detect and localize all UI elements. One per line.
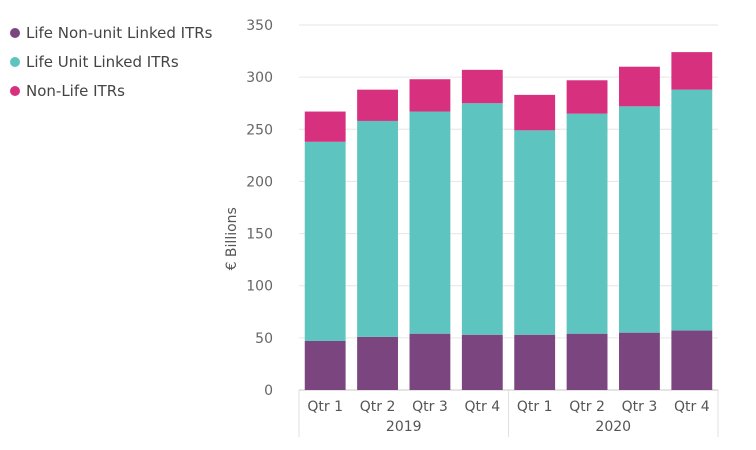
x-tick-label: Qtr 3	[412, 399, 448, 415]
bar-segment-2-2	[357, 120, 398, 337]
bar-segment-3-5	[514, 94, 556, 131]
legend-marker-icon	[10, 27, 20, 38]
y-axis-label: € Billions	[224, 207, 240, 270]
x-tick-label: Qtr 2	[360, 399, 396, 415]
bar-segment-3-3	[409, 79, 451, 112]
bar-segment-2-4	[461, 103, 503, 335]
legend-label: Life Unit Linked ITRs	[26, 52, 179, 71]
y-tick-label: 0	[264, 383, 273, 399]
legend: Life Non-unit Linked ITRs Life Unit Link…	[10, 18, 212, 105]
bar-segment-1-1	[304, 340, 346, 390]
bar-segment-3-4	[461, 69, 503, 104]
legend-item-life-unit-linked[interactable]: Life Unit Linked ITRs	[10, 47, 212, 76]
y-tick-label: 350	[246, 18, 273, 34]
bar-segment-2-5	[514, 130, 556, 335]
x-tick-label: Qtr 4	[465, 399, 501, 415]
x-tick-label: Qtr 1	[517, 399, 553, 415]
y-tick-label: 100	[246, 279, 273, 295]
x-tick-label: Qtr 4	[674, 399, 710, 415]
legend-item-life-non-unit-linked[interactable]: Life Non-unit Linked ITRs	[10, 18, 212, 47]
x-tick-label: Qtr 2	[569, 399, 605, 415]
bar-segment-3-1	[304, 111, 346, 142]
legend-item-non-life[interactable]: Non-Life ITRs	[10, 76, 212, 105]
legend-marker-icon	[10, 85, 20, 96]
x-tick-label: Qtr 3	[622, 399, 658, 415]
bar-segment-2-6	[566, 113, 608, 334]
bar-segment-1-6	[566, 333, 608, 390]
bar-segment-2-8	[671, 89, 713, 331]
bar-segment-3-8	[671, 52, 713, 90]
x-group-label: 2019	[386, 419, 422, 435]
y-tick-label: 300	[246, 70, 273, 86]
y-tick-label: 200	[246, 174, 273, 190]
bar-segment-1-2	[357, 336, 398, 390]
legend-label: Life Non-unit Linked ITRs	[26, 23, 213, 42]
bar-segment-1-5	[514, 334, 556, 390]
legend-label: Non-Life ITRs	[26, 81, 125, 100]
x-tick-label: Qtr 1	[307, 399, 343, 415]
bar-segment-2-1	[304, 141, 346, 341]
x-group-label: 2020	[595, 419, 631, 435]
bar-segment-1-7	[619, 332, 660, 390]
bar-segment-3-6	[566, 80, 608, 114]
bar-segment-2-3	[409, 111, 451, 334]
legend-marker-icon	[10, 56, 20, 67]
bar-segment-3-2	[357, 89, 398, 121]
bar-segment-3-7	[619, 66, 660, 107]
y-tick-label: 250	[246, 122, 273, 138]
bar-segment-1-3	[409, 333, 451, 390]
y-tick-label: 150	[246, 227, 273, 243]
bar-segment-2-7	[619, 106, 660, 333]
bar-segment-1-4	[461, 334, 503, 390]
y-tick-label: 50	[255, 331, 273, 347]
bar-segment-1-8	[671, 330, 713, 390]
